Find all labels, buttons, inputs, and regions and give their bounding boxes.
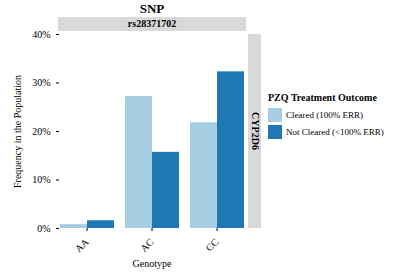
html-text:SNP: SNP [139, 1, 165, 16]
svg-text:0%: 0% [37, 223, 50, 234]
svg-text:30%: 30% [32, 77, 50, 88]
html-text:CYP2D6: CYP2D6 [249, 112, 260, 150]
svg-text:10%: 10% [32, 174, 50, 185]
svg-text:40%: 40% [32, 29, 50, 40]
svg-text:Genotype: Genotype [133, 258, 172, 269]
svg-text:20%: 20% [32, 126, 50, 137]
html-text:Not Cleared (<100% ERR): Not Cleared (<100% ERR) [286, 127, 384, 137]
svg-text:CC: CC [203, 236, 220, 253]
html-text:PZQ Treatment Outcome: PZQ Treatment Outcome [268, 92, 377, 103]
svg-text:AC: AC [138, 236, 156, 254]
svg-text:Frequency in the Population: Frequency in the Population [12, 75, 23, 188]
html-text:Cleared (100% ERR): Cleared (100% ERR) [286, 110, 363, 120]
html-text:rs28371702: rs28371702 [127, 18, 177, 29]
svg-text:AA: AA [73, 236, 92, 255]
